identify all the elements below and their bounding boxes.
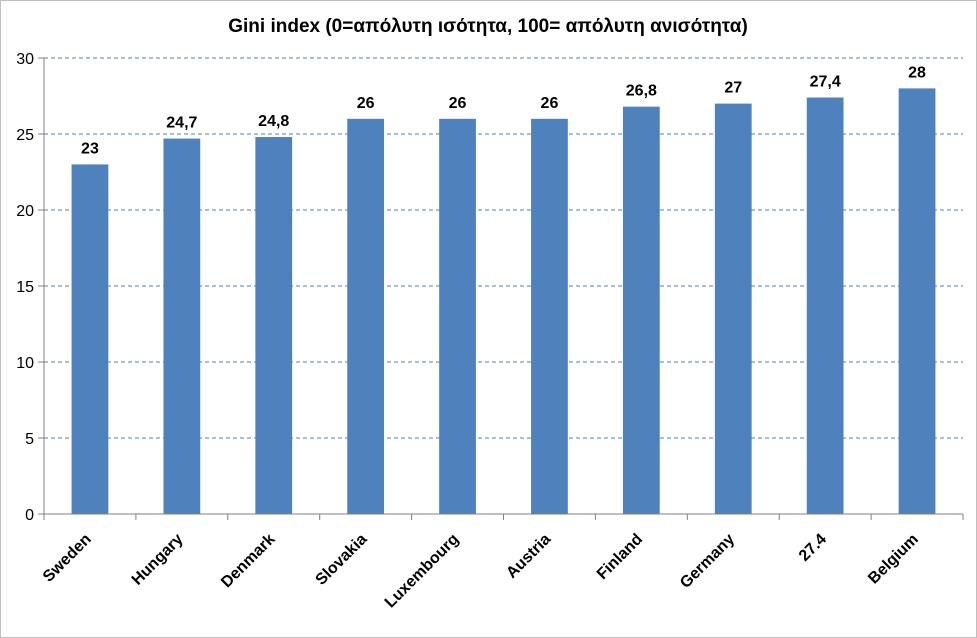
data-label: 24,7 xyxy=(166,115,197,132)
category-label: Germany xyxy=(677,531,738,592)
data-label: 23 xyxy=(81,140,99,157)
category-label: Belgium xyxy=(865,531,922,588)
y-tick-label: 5 xyxy=(25,431,34,448)
data-label: 26,8 xyxy=(626,83,657,100)
y-tick-label: 15 xyxy=(16,279,34,296)
category-label: Hungary xyxy=(129,531,187,589)
bar xyxy=(898,88,936,515)
data-labels: 23 24,7 24,8 26 26 26 26,8 27 27,4 28 xyxy=(81,64,926,157)
bar xyxy=(806,97,844,515)
y-tick-label: 25 xyxy=(16,127,34,144)
bar xyxy=(71,164,109,514)
data-label: 26 xyxy=(357,95,375,112)
data-label: 26 xyxy=(449,95,467,112)
category-label: Luxembourg xyxy=(382,531,463,612)
x-axis-category-labels: Sweden Hungary Denmark Slovakia Luxembourg Au… xyxy=(40,531,922,612)
bar xyxy=(439,118,476,515)
chart-title: Gini index (0=απόλυτη ισότητα, 100= απόλ… xyxy=(228,16,748,37)
data-label: 27 xyxy=(724,80,742,97)
y-tick-label: 0 xyxy=(25,507,34,524)
category-label: Austria xyxy=(503,531,554,582)
axes xyxy=(38,57,964,520)
bar xyxy=(714,103,752,514)
bar xyxy=(531,118,568,515)
y-tick-label: 30 xyxy=(16,51,34,68)
category-label: Sweden xyxy=(40,531,95,586)
category-label: Slovakia xyxy=(313,531,371,589)
data-label: 27,4 xyxy=(810,74,841,91)
bar xyxy=(347,118,385,515)
bars xyxy=(71,88,936,515)
data-label: 24,8 xyxy=(258,113,289,130)
y-axis-tick-labels: 0 5 10 15 20 25 30 xyxy=(16,51,34,524)
y-tick-label: 10 xyxy=(16,355,34,372)
bar xyxy=(622,106,660,514)
data-label: 26 xyxy=(541,95,559,112)
category-label: 27.4 xyxy=(796,531,830,565)
data-label: 28 xyxy=(908,64,926,81)
y-tick-label: 20 xyxy=(16,203,34,220)
bar xyxy=(163,138,201,514)
category-label: Denmark xyxy=(218,531,279,592)
bar xyxy=(255,137,293,515)
category-label: Finland xyxy=(594,531,646,583)
